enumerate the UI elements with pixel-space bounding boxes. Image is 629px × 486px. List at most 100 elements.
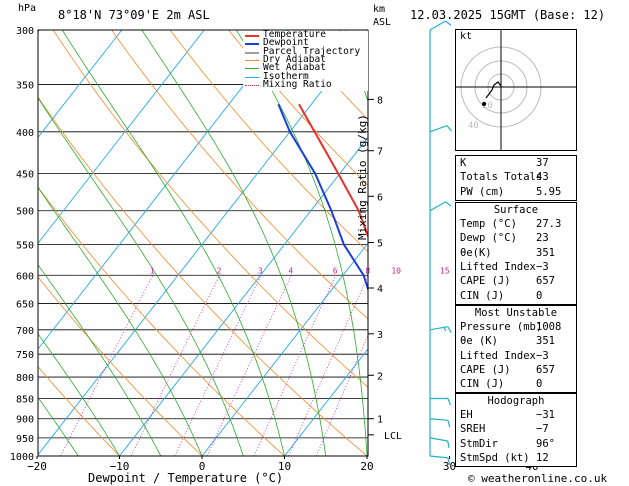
wet-adiabat-line [38,264,162,456]
hodograph-stat-row: SREH −7 [460,423,572,437]
surface-row: Dewp (°C) 23 [460,232,572,246]
legend-swatch [245,59,259,61]
wind-barb [429,125,452,133]
unstable-row: CIN (J) 0 [460,378,572,392]
dry-adiabat-line [38,96,368,456]
mixing-ratio-label: 3 [258,266,263,275]
hodograph-ring-label: 20 [482,101,493,111]
unstable-row-value: 657 [536,363,555,376]
km-tick-label: 7 [377,147,383,158]
index-row-value: 5.95 [536,185,562,198]
legend-label: Dry Adiabat [263,53,326,65]
index-row-label: Totals Totals [460,171,543,184]
index-row-value: 37 [536,157,549,169]
lcl-label: LCL [384,431,402,442]
legend-label: Mixing Ratio [263,78,332,90]
pressure-tick-label: 750 [16,350,34,361]
unstable-row-label: CAPE (J) [460,363,511,376]
dry-adiabat-line [38,366,120,456]
legend-swatch [245,76,259,78]
unstable-row: Pressure (mb) 1008 [460,321,572,335]
surface-row-value: −3 [536,260,549,273]
unstable-row-label: CIN (J) [460,378,505,391]
surface-row: θe(K) 351 [460,247,572,261]
wind-barb [429,418,451,428]
dry-adiabat-line [169,30,368,253]
km-tick-label: 8 [377,95,383,106]
isotherm-line [284,348,368,456]
hodograph-stat-row-value: −31 [536,409,555,421]
hodograph-ring-label: 40 [468,121,479,131]
legend-label: Wet Adiabat [263,62,326,74]
surface-row-label: CIN (J) [460,289,505,302]
unstable-row-label: Lifted Index [460,349,536,362]
indices-panel: K 37 Totals Totals 43 PW (cm) 5.95 [455,155,577,201]
pressure-tick-label: 1000 [10,452,34,463]
pressure-tick-label: 500 [16,207,34,218]
hodograph-plot: 20 40 [456,30,576,150]
surface-row-value: 0 [536,289,543,302]
surface-row-value: 657 [536,275,555,288]
hodograph-stat-row: StmDir 96° [460,438,572,452]
wind-barb [429,20,452,31]
surface-title: Surface [493,204,539,216]
legend-entry: Wet Adiabat [245,62,367,74]
km-unit-label: km [373,4,386,15]
legend-swatch [245,51,259,54]
wet-adiabat-line [38,333,120,456]
unstable-panel: Most Unstable Pressure (mb) 1008 θe (K) 351… [455,305,577,393]
wet-adiabat-line [38,396,79,456]
index-row: PW (cm) 5.95 [460,186,572,200]
legend-entry: Temperature [245,29,367,40]
hodograph-stat-row-label: StmDir [460,437,498,450]
isotherm-line [201,242,368,456]
index-row-value: 43 [536,171,549,184]
wind-barb [429,326,452,333]
km-tick-label: 2 [377,371,383,382]
pressure-tick-label: 650 [16,300,34,311]
unstable-row-value: 351 [536,335,555,348]
pressure-tick-label: 350 [16,81,34,92]
legend-swatch [245,84,259,86]
x-tick-label: 20 [360,460,373,473]
mixing-ratio-label: 2 [217,266,222,275]
surface-row: CIN (J) 0 [460,290,572,304]
legend-label: Isotherm [263,70,309,82]
wind-barb [429,455,451,465]
legend-swatch [245,43,259,46]
mixing-ratio-label: 15 [440,266,450,275]
mixing-ratio-axis-label: Mixing Ratio (g/kg) [356,114,369,240]
mixing-ratio-line [60,275,154,456]
km-tick-label: 3 [377,330,383,341]
wind-barb [429,201,452,212]
hodograph-stats-panel: Hodograph EH −31 SREH −7 StmDir 96° StmSpd (kt… [455,393,577,467]
wet-adiabat-line [61,30,285,456]
index-row: K 37 [460,157,572,171]
hodograph-unit-label: kt [460,31,473,42]
mixing-ratio-line [206,275,292,456]
pressure-tick-label: 550 [16,240,34,251]
surface-row: Temp (°C) 27.3 [460,218,572,232]
hodograph-trace [485,81,502,99]
unstable-row: CAPE (J) 657 [460,364,572,378]
isotherm-line [615,30,629,456]
surface-row-value: 351 [536,246,555,259]
unstable-title: Most Unstable [474,307,558,319]
surface-row: CAPE (J) 657 [460,275,572,289]
hodograph-stat-row-label: SREH [460,423,486,436]
legend-entry: Dry Adiabat [245,53,367,65]
hodograph-stat-row: StmSpd (kt) 12 [460,452,572,466]
pressure-tick-label: 850 [16,394,34,405]
location-title: 8°18'N 73°09'E 2m ASL [58,8,210,22]
pressure-tick-label: 400 [16,128,34,139]
chart-legend: Temperature Dewpoint Parcel Trajectory Dry … [243,29,368,91]
surface-row-label: CAPE (J) [460,275,511,288]
legend-entry: Mixing Ratio [245,78,367,90]
unstable-row-value: 0 [536,378,543,391]
wet-adiabat-line [235,30,368,456]
legend-label: Dewpoint [263,37,309,49]
pressure-tick-label: 450 [16,169,34,180]
legend-swatch [245,68,259,70]
pressure-tick-label: 600 [16,271,34,282]
legend-entry: Isotherm [245,70,367,82]
